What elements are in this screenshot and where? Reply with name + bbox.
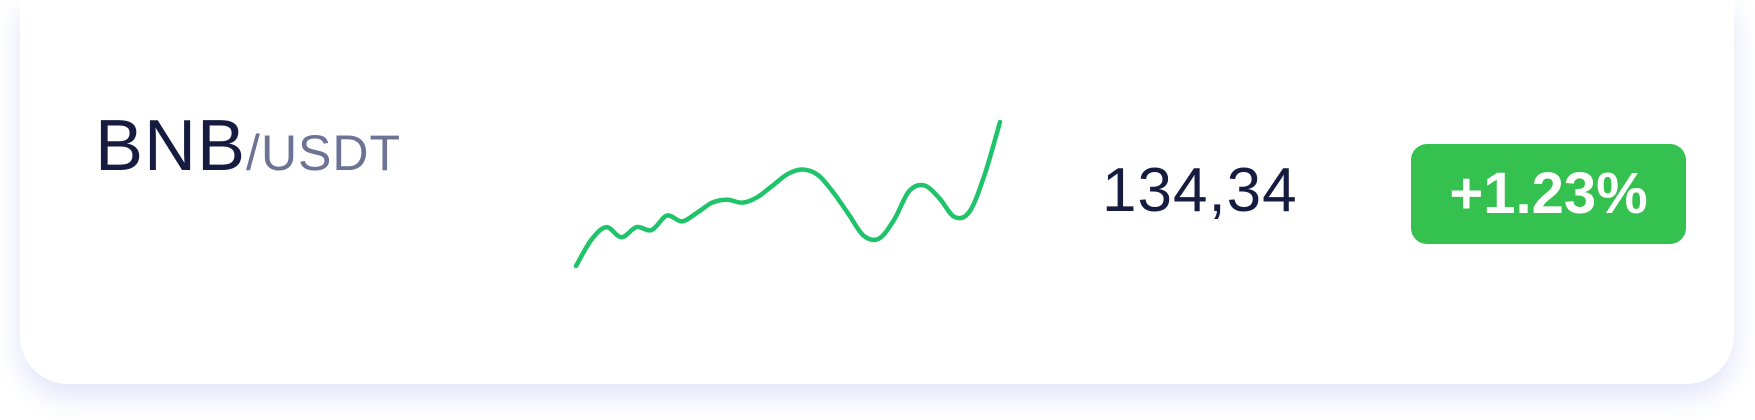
ticker-card[interactable]: BNB/USDT 134,34 +1.23% — [20, 0, 1734, 384]
price-change-value: +1.23% — [1449, 161, 1648, 226]
price-sparkline — [573, 119, 1003, 269]
quote-asset: /USDT — [246, 125, 402, 181]
trading-pair: BNB/USDT — [95, 110, 401, 182]
sparkline-path — [573, 119, 1003, 269]
price-change-badge: +1.23% — [1411, 144, 1686, 244]
base-asset: BNB — [95, 106, 247, 186]
last-price: 134,34 — [1102, 156, 1298, 225]
